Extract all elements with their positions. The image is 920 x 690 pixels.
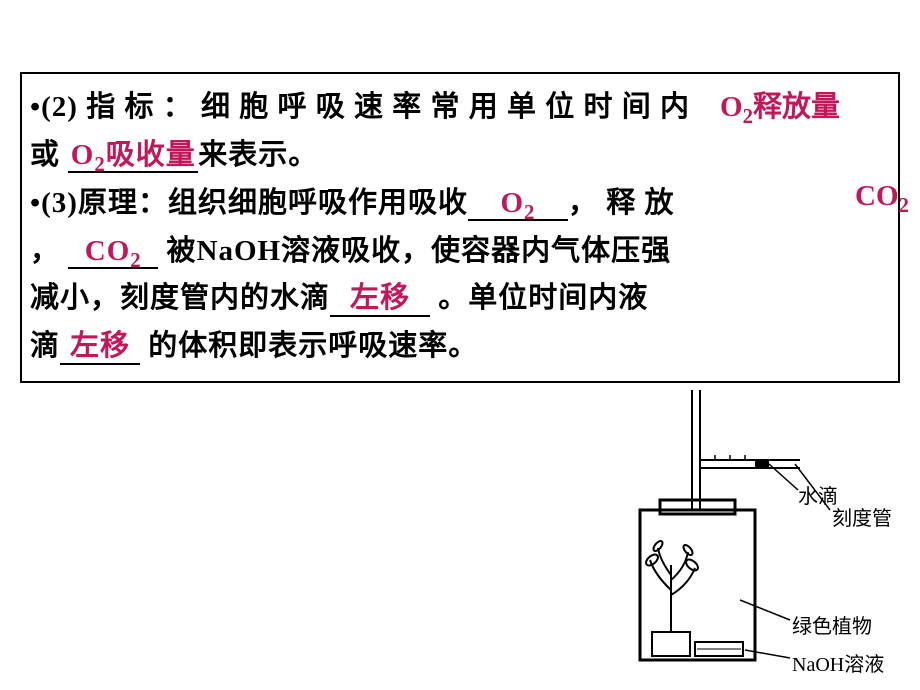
overlay-a1: O2释放量 xyxy=(720,83,840,129)
c2: 左移 xyxy=(70,330,130,362)
apparatus-diagram: 水滴 刻度管 绿色植物 NaOH溶液 xyxy=(600,390,910,680)
b1-sub: 2 xyxy=(524,199,535,223)
overlay-b2: CO2 xyxy=(855,180,909,218)
b1-p1: O xyxy=(500,187,524,219)
line6-suffix: 的体积即表示呼吸速率。 xyxy=(148,330,478,362)
a2-p2: 吸收量 xyxy=(106,139,196,171)
line4-prefix: ， xyxy=(30,235,60,267)
a1-p1: O xyxy=(720,91,743,123)
line2-suffix: 来表示。 xyxy=(198,139,318,171)
line2-prefix: 或 xyxy=(30,139,60,171)
line4-mid: 被NaOH溶液吸收，使容器内气体压强 xyxy=(167,235,672,267)
para-3: •(3)原理：组织细胞呼吸作用吸收 O2 ， 释 放 xyxy=(30,180,890,228)
line5: 减小，刻度管内的水滴 左移 。单位时间内液 xyxy=(30,275,890,323)
c1: 左移 xyxy=(350,282,410,314)
line2: 或 O2吸收量 来表示。 xyxy=(30,132,890,180)
line3-prefix: •(3)原理：组织细胞呼吸作用吸收 xyxy=(30,187,468,219)
line1-prefix: •(2) 指 标 ： 细 胞 呼 吸 速 率 常 用 单 位 时 间 内 xyxy=(30,91,690,123)
line5-suffix: 。单位时间内液 xyxy=(438,282,648,314)
a2-p1: O xyxy=(71,139,95,171)
line3-mid: ， 释 放 xyxy=(568,187,675,219)
blank-a2: O2吸收量 xyxy=(68,140,198,173)
b2-sub: 2 xyxy=(899,193,909,217)
line4: ， CO2 被NaOH溶液吸收，使容器内气体压强 xyxy=(30,228,890,276)
a1-p2: 释放量 xyxy=(753,91,840,123)
b2-p1: CO xyxy=(855,180,899,212)
label-plant: 绿色植物 xyxy=(792,610,872,639)
line6-prefix: 滴 xyxy=(30,330,60,362)
label-tube: 刻度管 xyxy=(832,502,892,531)
label-naoh: NaOH溶液 xyxy=(792,648,884,677)
line5-prefix: 减小，刻度管内的水滴 xyxy=(30,282,330,314)
a2-sub: 2 xyxy=(94,152,105,176)
a1-sub: 2 xyxy=(743,104,753,128)
blank-b3: CO2 xyxy=(68,236,158,269)
b3-p1: CO xyxy=(85,235,131,267)
b3-sub: 2 xyxy=(130,247,141,271)
blank-b1: O2 xyxy=(468,188,568,221)
blank-c2: 左移 xyxy=(60,331,140,364)
blank-c1: 左移 xyxy=(330,283,430,316)
line6: 滴 左移 的体积即表示呼吸速率。 xyxy=(30,323,890,371)
